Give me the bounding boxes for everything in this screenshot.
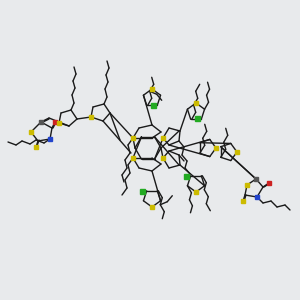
Bar: [194, 101, 198, 105]
Bar: [131, 136, 135, 140]
Bar: [241, 199, 245, 203]
Bar: [195, 116, 200, 121]
Bar: [150, 87, 154, 91]
Bar: [161, 156, 165, 160]
Bar: [150, 205, 154, 209]
Bar: [57, 121, 61, 125]
Bar: [255, 195, 259, 199]
Bar: [140, 189, 145, 194]
Bar: [131, 156, 135, 160]
Bar: [34, 145, 38, 149]
Bar: [89, 115, 93, 119]
Bar: [214, 146, 218, 150]
Bar: [235, 150, 239, 154]
Bar: [53, 120, 57, 124]
Bar: [245, 183, 249, 187]
Bar: [184, 174, 189, 179]
Bar: [254, 177, 258, 181]
Bar: [267, 181, 271, 185]
Bar: [194, 190, 198, 194]
Bar: [151, 103, 156, 108]
Bar: [29, 130, 33, 134]
Bar: [39, 120, 43, 124]
Bar: [48, 137, 52, 141]
Bar: [161, 136, 165, 140]
